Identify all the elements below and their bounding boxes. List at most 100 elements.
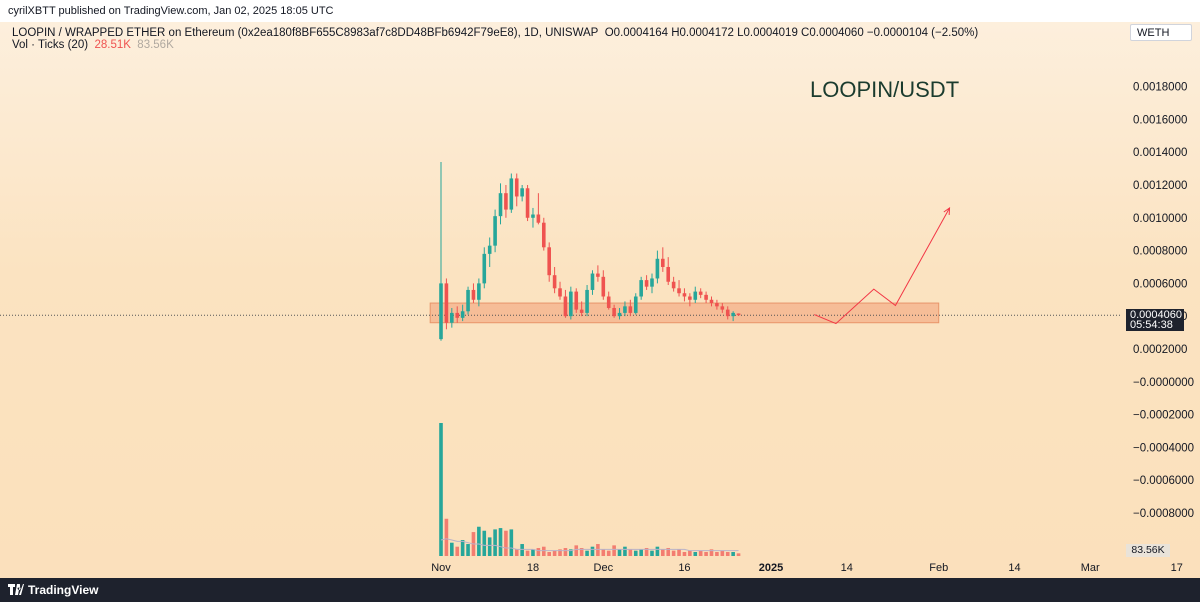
volume-bar [536, 548, 541, 556]
y-tick-label: 0.0014000 [1133, 147, 1187, 159]
volume-bar [514, 549, 519, 556]
candle-body [552, 275, 557, 289]
volume-bar [601, 549, 606, 556]
volume-bar [666, 548, 671, 556]
candle-body [633, 296, 638, 313]
chart-title: LOOPIN/USDT [810, 77, 959, 102]
volume-bar [466, 544, 470, 556]
volume-bar [477, 526, 481, 556]
volume-bar [558, 549, 562, 556]
x-tick-label: 14 [1008, 562, 1020, 574]
candle-body [601, 276, 606, 297]
support-zone [429, 302, 940, 324]
candle-body [590, 273, 595, 290]
candle-body [736, 313, 741, 316]
candle-body [585, 289, 589, 313]
candle-body [574, 291, 579, 310]
volume-bar [439, 423, 443, 556]
symbol-line: LOOPIN / WRAPPED ETHER on Ethereum (0x2e… [12, 27, 599, 39]
candle-body [498, 193, 503, 217]
candle-body [536, 214, 541, 223]
volume-bar [644, 548, 649, 556]
volume-bar [590, 546, 595, 556]
candle-body [650, 278, 654, 287]
candle-body [606, 296, 611, 308]
volume-bar [552, 550, 557, 556]
volume-bar [709, 549, 714, 556]
volume-bar [482, 530, 487, 556]
footer-brand: TradingView [28, 583, 99, 597]
volume-bar [493, 529, 497, 556]
candle-body [520, 188, 524, 197]
volume-ma-line [440, 538, 739, 552]
footer-bar: TradingView [0, 578, 1200, 602]
volume-label: Vol · Ticks (20) [12, 39, 89, 51]
volume-value: 28.51K [94, 39, 131, 51]
x-tick-label: 2025 [759, 562, 783, 574]
volume-bar [509, 529, 514, 556]
volume-bar [531, 549, 535, 556]
volume-bar [606, 550, 611, 556]
volume-bar [725, 552, 730, 556]
volume-bar [547, 552, 551, 556]
candle-body [455, 312, 460, 318]
candle-body [715, 303, 719, 307]
x-tick-label: Nov [431, 562, 451, 574]
volume-bar [698, 550, 703, 556]
projection-arrowhead [943, 206, 951, 215]
x-tick-label: 18 [527, 562, 539, 574]
volume-bar [688, 550, 692, 556]
y-tick-label: −0.0000000 [1133, 377, 1194, 389]
currency-box[interactable]: WETH [1130, 24, 1192, 41]
volume-bar [563, 548, 568, 556]
candle-body [709, 299, 714, 304]
y-tick-label: −0.0002000 [1133, 410, 1194, 422]
bar-countdown: 05:54:38 [1130, 319, 1173, 331]
y-tick-label: 0.0008000 [1133, 246, 1187, 258]
volume-bar [731, 552, 735, 556]
candle-body [569, 291, 573, 317]
volume-legend[interactable]: Vol · Ticks (20) 28.51K 83.56K [12, 39, 174, 51]
y-tick-label: 0.0006000 [1133, 278, 1187, 290]
volume-bar [460, 540, 465, 556]
candle-body [639, 280, 643, 297]
tradingview-logo[interactable]: TradingView [8, 583, 98, 597]
candle-body [693, 291, 698, 300]
candle-body [487, 245, 492, 254]
volume-bar [525, 550, 530, 556]
x-tick-label: Dec [594, 562, 614, 574]
volume-bar [504, 530, 508, 556]
y-tick-label: 0.0018000 [1133, 82, 1187, 94]
symbol-info: LOOPIN / WRAPPED ETHER on Ethereum (0x2e… [12, 27, 978, 39]
volume-ma-value: 83.56K [137, 39, 174, 51]
candle-body [666, 266, 671, 282]
volume-bar [720, 550, 725, 556]
volume-bar [487, 537, 492, 556]
candle-body [698, 291, 703, 295]
projection-path [814, 207, 950, 325]
candle-body [563, 296, 568, 317]
candle-body [547, 247, 551, 276]
candle-body [596, 273, 600, 277]
candle-body [628, 306, 633, 313]
volume-bar [628, 549, 633, 556]
candle-body [579, 309, 584, 313]
volume-bar [704, 552, 708, 556]
publisher-bar: cyrilXBTT published on TradingView.com, … [0, 0, 1200, 22]
candle-body [444, 283, 449, 323]
volume-bar [569, 549, 573, 556]
candle-body [671, 281, 676, 289]
volume-bar [612, 545, 616, 556]
volume-bar [633, 550, 638, 556]
candle-body [460, 311, 465, 318]
tradingview-logo-icon [8, 584, 24, 595]
x-tick-label: Feb [929, 562, 948, 574]
y-tick-label: −0.0004000 [1133, 442, 1194, 454]
volume-bar [623, 546, 627, 556]
candle-body [466, 289, 470, 312]
volume-bar [671, 550, 676, 556]
candle-body [725, 309, 730, 317]
candle-body [471, 289, 476, 300]
